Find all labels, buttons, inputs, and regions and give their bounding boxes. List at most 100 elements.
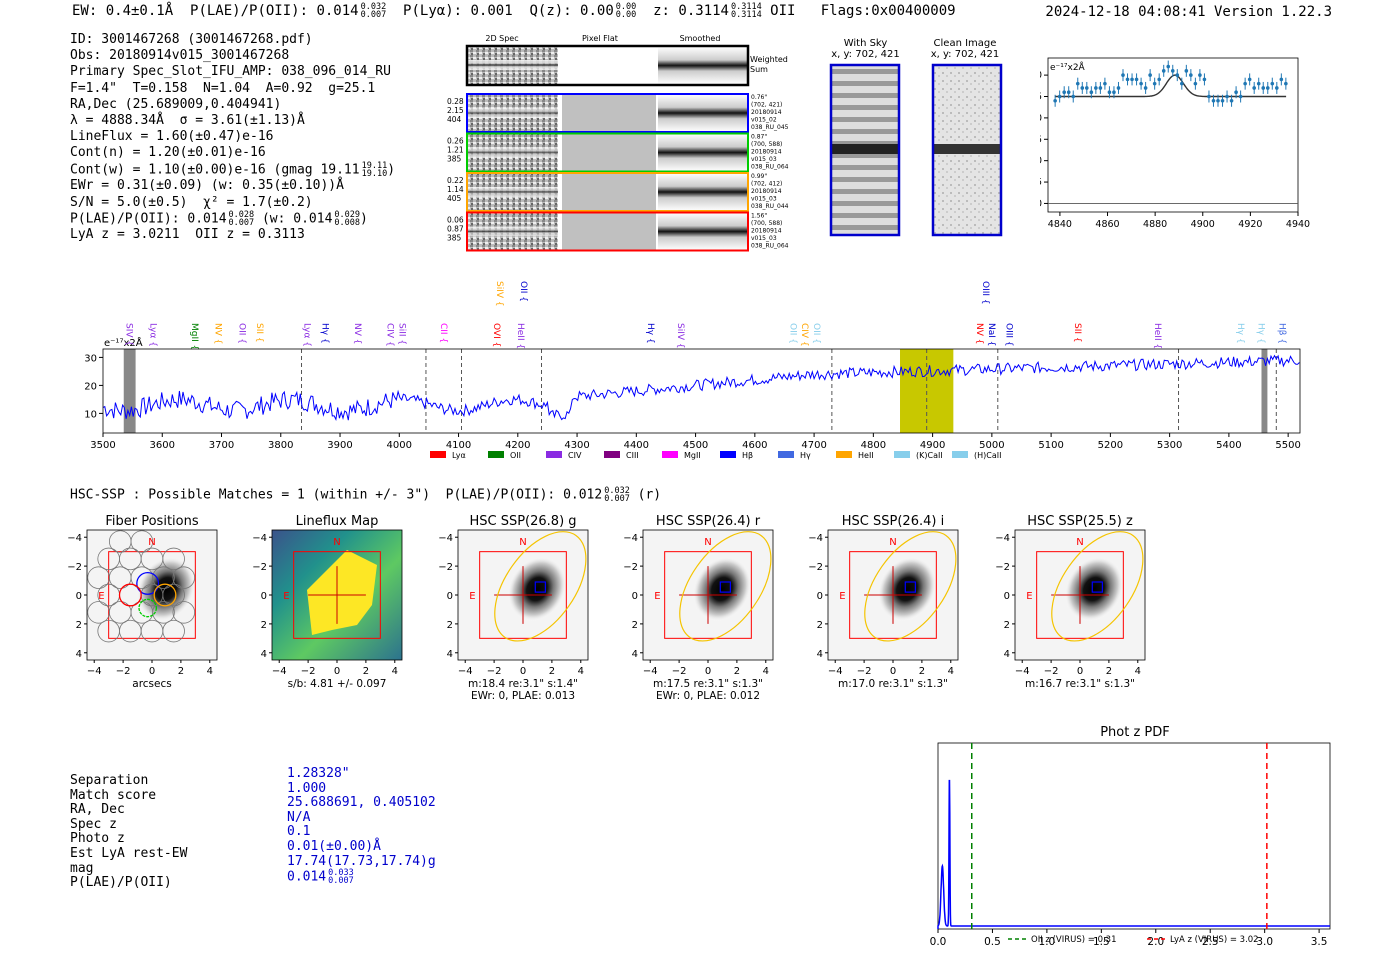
panel-xtick: −2 [301,666,316,677]
zoom-xtick: 4920 [1238,219,1262,230]
cutout-smoothed-1 [658,133,748,172]
panel-ytick: −4 [623,533,638,544]
panel-xtick: −4 [272,666,287,677]
panel-image-2 [457,529,589,661]
cutout-right-stat: (702, 421) [751,102,782,109]
spectrum-xtick: 5100 [1038,440,1063,451]
zoom-point [1189,73,1193,77]
cutout-smoothed-2 [658,173,748,211]
zoom-point [1116,86,1121,90]
north-label: N [519,537,526,548]
cutout-right-stat: (700, 588) [751,220,782,227]
panel-xtick: 0 [149,666,155,677]
panel-ytick: 4 [632,649,638,660]
aperture-box [108,551,196,639]
cutout-pixelflat-3 [562,212,656,251]
zoom-point [1170,69,1175,73]
panel-ytick: 2 [76,620,82,631]
legend-label: (K)CaII [916,451,943,460]
panel-xtick: −4 [1015,666,1030,677]
zoom-point [1139,81,1143,86]
spectrum-xtick: 4900 [920,440,945,451]
aperture-box [1036,551,1124,639]
zoom-point [1089,90,1094,95]
source-ellipse [679,531,772,642]
cutout-right-stat: 038_RU_064 [751,164,789,171]
panel-title: Lineflux Map [296,514,379,529]
zoom-point [1229,98,1234,103]
spectrum-xtick: 4200 [505,440,530,451]
panel-xtick: −2 [672,666,687,677]
panel-xtick: 2 [178,666,184,677]
zoom-point [1238,94,1243,99]
east-label: E [469,591,475,602]
match-marker [534,581,546,593]
east-label: E [283,591,289,602]
cutout-left-stat: 2.15 [447,106,464,115]
emission-line-label: Lyα { [147,323,157,347]
spectrum-xtick: 4300 [564,440,589,451]
legend-swatch [952,451,968,458]
zoom-xtick: 4840 [1048,219,1072,230]
panel-xtick: 4 [392,666,398,677]
legend-swatch [430,451,446,458]
legend-swatch [894,451,910,458]
emission-line-label: SiIV { [675,323,685,349]
info-plae: P(LAE)/P(OII): 0.014 0.028 0.007 (w: 0.014… [70,209,368,228]
panel-xtick: 2 [734,666,740,677]
legend-swatch [662,451,678,458]
panel-subtitle: m:18.4 re:3.1" s:1.4" [468,678,578,690]
match-marker [1091,581,1103,593]
zoom-point [1166,64,1171,69]
match-marker [904,581,916,593]
zoom-point [1279,77,1284,82]
cutout-left-stat: 385 [447,155,462,164]
zoom-point [1152,81,1157,86]
zoom-point [1107,90,1112,95]
emission-line-label: SiIV { [494,281,504,307]
zoom-point [1130,77,1134,82]
east-label: E [98,591,104,602]
emission-line-label: NV { [974,323,984,344]
cutout-right-stat: 20180914 [751,109,782,116]
emission-line-label: Hγ { [645,323,655,344]
emission-line-label: OII { [518,281,528,302]
zoom-point [1202,77,1207,82]
cutout-pixelflat-1 [562,133,656,172]
panel-ytick: −4 [67,533,82,544]
emission-line-label: OVI { [491,323,501,347]
cutout-right-stat: v015_03 [751,156,777,163]
weighted-sum-label: Weighted [750,55,788,64]
spectrum-xtick: 5200 [1098,440,1123,451]
timestamp-version: 2024-12-18 04:08:41 Version 1.22.3 [1045,4,1332,20]
cutout-left-stat: 0.28 [447,97,464,106]
zoom-point [1225,94,1229,99]
info-fit: F=1.4" T=0.158 N=1.04 A=0.92 g=25.1 [70,80,376,96]
with-sky-header: With Sky x, y: 702, 421 [831,38,900,60]
hsc-match-line: HSC-SSP : Possible Matches = 1 (within +… [70,486,662,504]
spectrum-xtick: 3700 [209,440,234,451]
cutout-right-stat: v015_03 [751,196,777,203]
emission-line-label: Hγ { [1256,323,1266,344]
info-obs: Obs: 20180914v015_3001467268 [70,48,290,64]
emission-line-label: SII { [254,323,264,343]
panel-subtitle: m:17.5 re:3.1" s:1.3" [653,678,763,690]
panel-ytick: 4 [76,649,82,660]
panel-xtick: 0 [334,666,340,677]
zoom-point [1157,77,1161,82]
north-label: N [889,537,896,548]
zoom-point [1243,81,1247,86]
zoom-xtick: 4940 [1286,219,1310,230]
panel-image-3 [642,529,774,661]
cutout-right-stat: 038_RU_064 [751,243,789,250]
emission-line-label: Hβ { [1276,323,1286,344]
cutout-left-stat: 404 [447,115,462,124]
panel-ytick: −2 [808,562,823,573]
legend-label: OII [510,451,521,460]
panel-ytick: −4 [808,533,823,544]
zoom-point [1148,73,1152,77]
fiber-circle [152,566,175,589]
panel-ytick: 0 [261,591,267,602]
emission-line-label: OIII { [980,281,990,305]
fiber-circle [172,566,196,589]
